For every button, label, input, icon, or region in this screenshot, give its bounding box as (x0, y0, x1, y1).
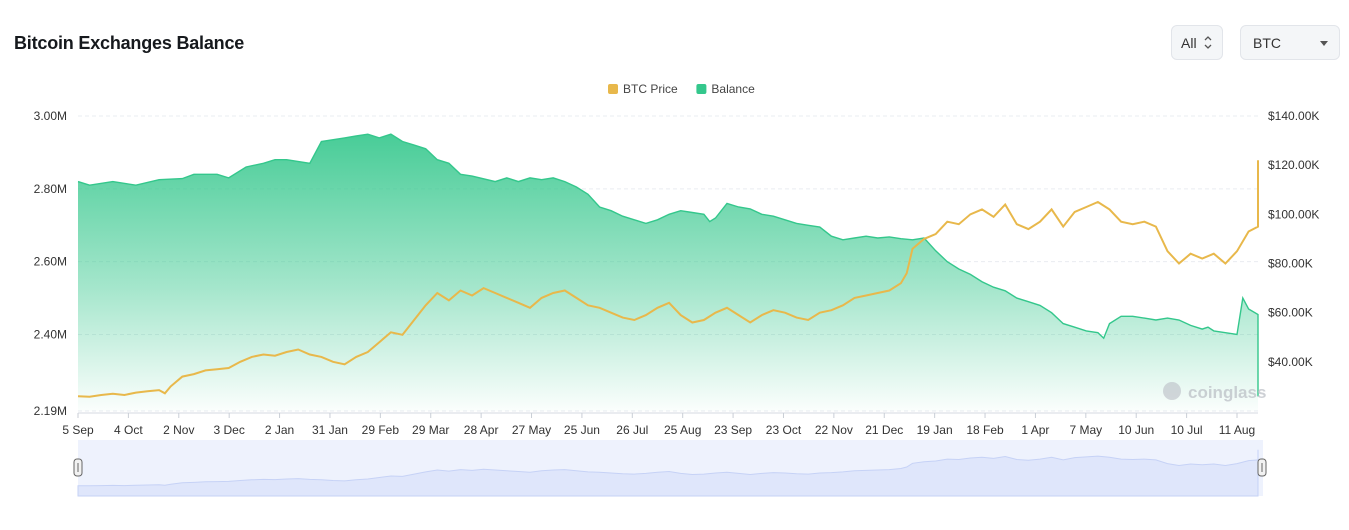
page-title: Bitcoin Exchanges Balance (14, 33, 245, 53)
x-tick-label: 27 May (512, 423, 551, 437)
x-tick-label: 18 Feb (966, 423, 1004, 437)
x-tick-label: 19 Jan (917, 423, 953, 437)
x-tick-label: 25 Aug (664, 423, 701, 437)
x-tick-label: 5 Sep (62, 423, 94, 437)
plot-area (77, 133, 1259, 411)
legend: BTC Price Balance (608, 82, 755, 96)
x-tick-label: 31 Jan (312, 423, 348, 437)
x-tick-label: 29 Feb (362, 423, 400, 437)
x-tick-label: 29 Mar (412, 423, 449, 437)
watermark-text: coinglass (1188, 383, 1266, 402)
x-tick-label: 2 Nov (163, 423, 194, 437)
y-right-tick-label: $60.00K (1268, 306, 1313, 320)
y-right-tick-label: $80.00K (1268, 257, 1313, 271)
legend-swatch (608, 84, 618, 94)
x-tick-label: 3 Dec (213, 423, 244, 437)
btc-price-line (77, 160, 1259, 398)
x-tick-label: 1 Apr (1021, 423, 1049, 437)
coinglass-logo-icon (1163, 382, 1181, 400)
y-right-tick-label: $100.00K (1268, 207, 1319, 221)
x-tick-label: 10 Jun (1118, 423, 1154, 437)
x-tick-label: 2 Jan (265, 423, 294, 437)
x-tick-label: 23 Oct (766, 423, 802, 437)
y-left-tick-label: 3.00M (34, 109, 67, 123)
caret-down-icon (1320, 41, 1328, 46)
legend-label: BTC Price (623, 82, 678, 96)
range-select[interactable]: All (1171, 25, 1223, 60)
x-tick-label: 4 Oct (114, 423, 143, 437)
y-right-tick-label: $120.00K (1268, 158, 1319, 172)
x-tick-label: 23 Sep (714, 423, 752, 437)
x-tick-label: 21 Dec (865, 423, 903, 437)
asset-select-label: BTC (1253, 34, 1281, 51)
y-right-tick-label: $40.00K (1268, 355, 1313, 369)
legend-label: Balance (711, 82, 755, 96)
balance-area (78, 134, 1258, 411)
x-tick-label: 10 Jul (1171, 423, 1203, 437)
x-tick-label: 22 Nov (815, 423, 853, 437)
y-left-tick-label: 2.19M (34, 404, 67, 418)
x-tick-label: 25 Jun (564, 423, 600, 437)
y-right-tick-label: $140.00K (1268, 109, 1319, 123)
watermark: coinglass (1163, 382, 1266, 402)
range-select-label: All (1181, 34, 1197, 51)
up-down-chevron-icon (1204, 36, 1212, 49)
y-left-tick-label: 2.80M (34, 182, 67, 196)
x-tick-label: 11 Aug (1219, 423, 1255, 437)
y-left-tick-label: 2.40M (34, 328, 67, 342)
x-tick-label: 26 Jul (616, 423, 648, 437)
y-left-tick-label: 2.60M (34, 255, 67, 269)
navigator[interactable] (73, 440, 1267, 497)
x-tick-label: 7 May (1069, 423, 1102, 437)
axes: 2.19M 2.40M 2.60M 2.80M 3.00M $40.00K $60.00K $… (34, 109, 1320, 437)
navigator-series (77, 449, 1259, 497)
asset-select[interactable]: BTC (1240, 25, 1340, 60)
balance-line (77, 133, 1259, 397)
legend-swatch (696, 84, 707, 94)
x-tick-label: 28 Apr (464, 423, 499, 437)
